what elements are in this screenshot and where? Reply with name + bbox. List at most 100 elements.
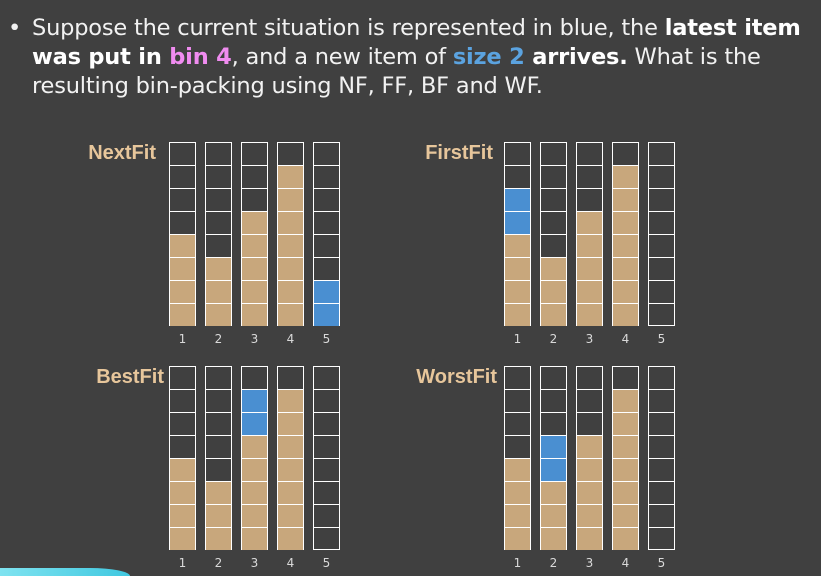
empty-slot bbox=[541, 412, 566, 435]
item-slot-existing bbox=[206, 303, 231, 326]
bin-label: 2 bbox=[549, 332, 558, 346]
empty-slot bbox=[314, 188, 339, 211]
item-slot-new bbox=[505, 188, 530, 211]
item-slot-existing bbox=[170, 527, 195, 550]
panel-title: NextFit bbox=[88, 142, 156, 164]
item-slot-new bbox=[505, 211, 530, 234]
item-slot-existing bbox=[505, 527, 530, 550]
decorative-accent bbox=[0, 568, 130, 576]
item-slot-existing bbox=[242, 458, 267, 481]
empty-slot bbox=[314, 435, 339, 458]
empty-slot bbox=[541, 211, 566, 234]
bin-4 bbox=[612, 142, 639, 326]
item-slot-existing bbox=[613, 303, 638, 326]
empty-slot bbox=[278, 366, 303, 389]
empty-slot bbox=[649, 142, 674, 165]
empty-slot bbox=[314, 211, 339, 234]
item-slot-existing bbox=[242, 211, 267, 234]
bin-label: 2 bbox=[549, 556, 558, 570]
item-slot-existing bbox=[577, 234, 602, 257]
item-slot-existing bbox=[577, 435, 602, 458]
item-slot-existing bbox=[278, 234, 303, 257]
item-slot-existing bbox=[278, 303, 303, 326]
item-slot-existing bbox=[278, 211, 303, 234]
bin-4 bbox=[277, 142, 304, 326]
item-slot-existing bbox=[541, 280, 566, 303]
empty-slot bbox=[649, 211, 674, 234]
empty-slot bbox=[649, 165, 674, 188]
empty-slot bbox=[649, 366, 674, 389]
bin-3 bbox=[576, 142, 603, 326]
empty-slot bbox=[541, 366, 566, 389]
item-slot-existing bbox=[505, 280, 530, 303]
item-slot-existing bbox=[242, 303, 267, 326]
item-slot-existing bbox=[278, 481, 303, 504]
item-slot-existing bbox=[505, 234, 530, 257]
empty-slot bbox=[541, 142, 566, 165]
bin-4 bbox=[277, 366, 304, 550]
item-slot-new bbox=[541, 435, 566, 458]
empty-slot bbox=[170, 211, 195, 234]
item-slot-existing bbox=[505, 504, 530, 527]
empty-slot bbox=[649, 303, 674, 326]
item-slot-existing bbox=[613, 435, 638, 458]
bin-label: 3 bbox=[585, 556, 594, 570]
item-slot-existing bbox=[541, 481, 566, 504]
empty-slot bbox=[206, 234, 231, 257]
item-slot-new bbox=[242, 412, 267, 435]
item-slot-existing bbox=[242, 481, 267, 504]
item-slot-existing bbox=[278, 165, 303, 188]
empty-slot bbox=[649, 234, 674, 257]
highlight-bin: bin 4 bbox=[169, 44, 232, 70]
empty-slot bbox=[649, 504, 674, 527]
empty-slot bbox=[206, 366, 231, 389]
bin-label: 4 bbox=[621, 332, 630, 346]
item-slot-new bbox=[242, 389, 267, 412]
empty-slot bbox=[170, 142, 195, 165]
empty-slot bbox=[505, 435, 530, 458]
bin-1 bbox=[504, 366, 531, 550]
item-slot-existing bbox=[170, 458, 195, 481]
empty-slot bbox=[541, 389, 566, 412]
empty-slot bbox=[541, 234, 566, 257]
empty-slot bbox=[577, 412, 602, 435]
item-slot-existing bbox=[242, 435, 267, 458]
bin-5 bbox=[313, 366, 340, 550]
item-slot-existing bbox=[242, 257, 267, 280]
empty-slot bbox=[577, 165, 602, 188]
bin-label: 4 bbox=[621, 556, 630, 570]
item-slot-existing bbox=[613, 211, 638, 234]
question-part-1: Suppose the current situation is represe… bbox=[32, 15, 665, 41]
empty-slot bbox=[314, 389, 339, 412]
empty-slot bbox=[206, 389, 231, 412]
empty-slot bbox=[577, 188, 602, 211]
bin-label: 3 bbox=[250, 556, 259, 570]
bin-2 bbox=[205, 366, 232, 550]
bin-label: 4 bbox=[286, 556, 295, 570]
item-slot-existing bbox=[613, 504, 638, 527]
bin-label: 2 bbox=[214, 332, 223, 346]
empty-slot bbox=[170, 165, 195, 188]
item-slot-existing bbox=[278, 504, 303, 527]
bin-3 bbox=[241, 366, 268, 550]
item-slot-existing bbox=[577, 481, 602, 504]
empty-slot bbox=[649, 188, 674, 211]
question-bold-1: latest item was put in bbox=[32, 15, 801, 70]
question-bold-2: arrives. bbox=[524, 44, 628, 70]
item-slot-existing bbox=[577, 257, 602, 280]
question-part-3: What is the resulting bin-packing using … bbox=[32, 44, 761, 99]
empty-slot bbox=[577, 389, 602, 412]
item-slot-existing bbox=[505, 303, 530, 326]
bin-3 bbox=[241, 142, 268, 326]
empty-slot bbox=[314, 504, 339, 527]
empty-slot bbox=[206, 211, 231, 234]
empty-slot bbox=[314, 458, 339, 481]
empty-slot bbox=[613, 142, 638, 165]
item-slot-existing bbox=[278, 188, 303, 211]
item-slot-existing bbox=[541, 303, 566, 326]
empty-slot bbox=[170, 188, 195, 211]
bin-2 bbox=[540, 142, 567, 326]
empty-slot bbox=[206, 188, 231, 211]
item-slot-existing bbox=[541, 257, 566, 280]
item-slot-existing bbox=[170, 303, 195, 326]
